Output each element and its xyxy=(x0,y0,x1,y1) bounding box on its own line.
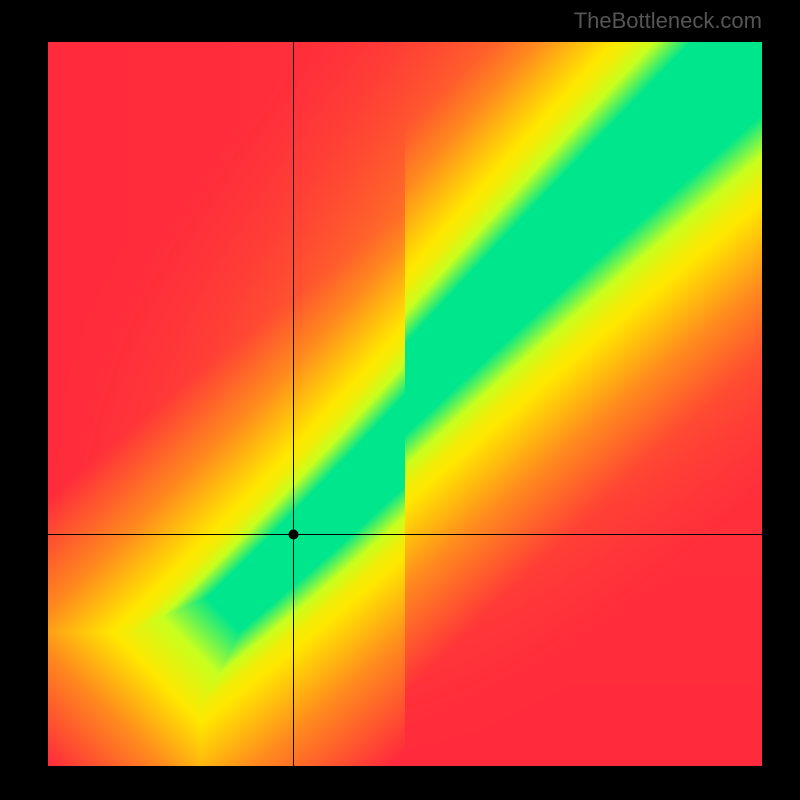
chart-container: TheBottleneck.com xyxy=(0,0,800,800)
bottleneck-heatmap xyxy=(48,42,762,766)
watermark-text: TheBottleneck.com xyxy=(574,8,762,34)
